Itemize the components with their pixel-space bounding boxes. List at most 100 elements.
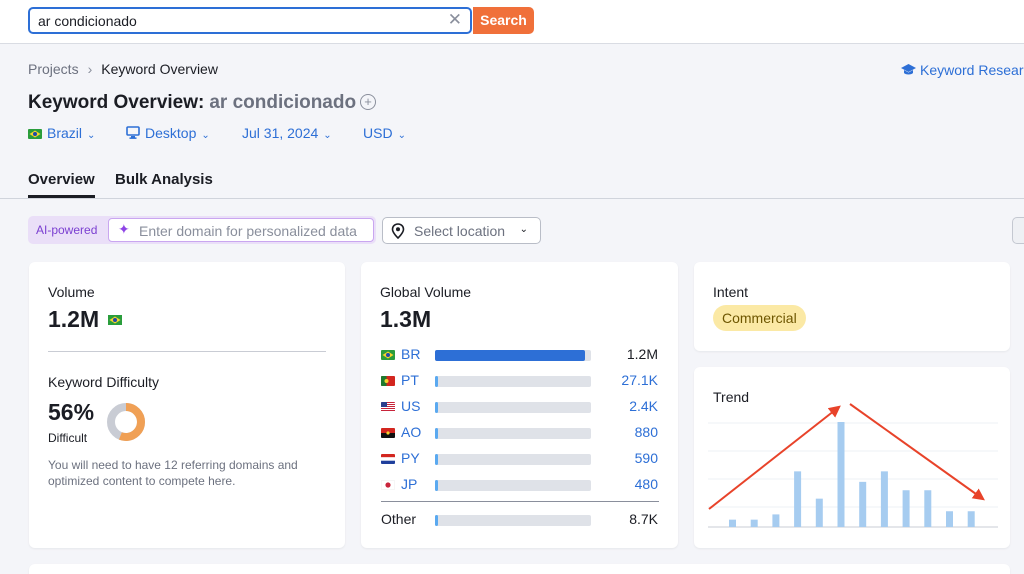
trend-bar xyxy=(750,519,758,527)
country-code: PT xyxy=(401,372,419,388)
country-volume-row[interactable]: BR 1.2M xyxy=(381,346,661,364)
device-dropdown[interactable]: Desktop ⌄ xyxy=(126,125,210,141)
currency-dropdown[interactable]: USD ⌄ xyxy=(363,125,406,141)
country-dropdown[interactable]: Brazil ⌄ xyxy=(28,125,95,141)
brazil-flag-icon xyxy=(107,315,122,325)
volume-bar-track xyxy=(435,428,591,439)
page-keyword: ar condicionado xyxy=(209,92,357,113)
trend-bar xyxy=(772,514,780,527)
chevron-down-icon: ⌄ xyxy=(201,130,210,141)
device-label: Desktop xyxy=(145,125,197,141)
location-select[interactable]: Select location ⌄ xyxy=(382,217,541,244)
ao-flag-icon xyxy=(381,428,395,438)
br-flag-icon xyxy=(381,350,395,360)
trend-label: Trend xyxy=(713,389,750,405)
trend-bar xyxy=(967,511,975,527)
brazil-flag-icon xyxy=(28,129,42,139)
volume-bar-track xyxy=(435,350,591,361)
graduation-cap-icon xyxy=(901,64,916,75)
add-icon[interactable]: + xyxy=(360,94,377,110)
breadcrumb-projects[interactable]: Projects xyxy=(28,61,79,77)
country-volume-row[interactable]: US 2.4K xyxy=(381,398,661,416)
other-label: Other xyxy=(381,511,417,527)
tab-bulk-analysis[interactable]: Bulk Analysis xyxy=(115,171,213,188)
next-card xyxy=(29,564,1010,574)
breadcrumb-current: Keyword Overview xyxy=(101,61,218,77)
trend-bar xyxy=(837,422,845,527)
donut-fill xyxy=(107,403,145,441)
trend-bar xyxy=(815,498,823,527)
trend-bar xyxy=(924,490,932,527)
other-volume-row: Other 8.7K xyxy=(381,511,661,529)
trend-bar xyxy=(946,511,953,527)
volume-bar xyxy=(435,402,439,413)
volume-bar-track xyxy=(435,376,591,387)
intent-label: Intent xyxy=(713,284,749,300)
date-dropdown[interactable]: Jul 31, 2024 ⌄ xyxy=(242,125,332,141)
volume-bar xyxy=(435,480,438,491)
country-volume: 590 xyxy=(634,450,658,466)
search-button[interactable]: Search xyxy=(473,7,534,34)
tab-bar: Overview Bulk Analysis xyxy=(0,167,1024,199)
trend-bar xyxy=(729,519,736,527)
global-volume-label: Global Volume xyxy=(380,284,472,300)
country-volume-row[interactable]: PY 590 xyxy=(381,450,661,468)
trend-card: Trend xyxy=(694,367,1010,548)
sparkle-icon: ✦ xyxy=(118,221,130,237)
difficulty-note: You will need to have 12 referring domai… xyxy=(48,458,298,488)
trend-bar xyxy=(880,471,888,527)
clear-icon[interactable]: ✕ xyxy=(447,10,462,29)
chevron-down-icon: ⌄ xyxy=(323,130,332,141)
search-input[interactable]: ar condicionado ✕ xyxy=(28,7,472,34)
location-pin-icon xyxy=(391,223,405,239)
volume-bar xyxy=(435,515,438,526)
country-volume: 1.2M xyxy=(626,346,658,362)
volume-bar xyxy=(435,350,585,361)
search-query: ar condicionado xyxy=(38,13,137,29)
overflow-button[interactable] xyxy=(1012,217,1024,244)
country-volume: 880 xyxy=(634,424,658,440)
volume-bar-track xyxy=(435,454,591,465)
intent-card: Intent Commercial xyxy=(694,262,1010,351)
volume-bar xyxy=(435,454,438,465)
difficulty-level: Difficult xyxy=(48,431,88,445)
keyword-research-label: Keyword Resear xyxy=(920,62,1024,78)
up-arrow xyxy=(708,405,841,510)
volume-label: Volume xyxy=(48,284,95,300)
domain-input-placeholder: Enter domain for personalized data xyxy=(139,223,357,239)
location-placeholder: Select location xyxy=(414,223,506,239)
volume-value: 1.2M xyxy=(48,306,122,333)
chevron-down-icon: ⌄ xyxy=(397,130,406,141)
keyword-difficulty-value: 56% xyxy=(48,399,95,425)
trend-chart xyxy=(708,403,998,528)
country-volume: 480 xyxy=(634,476,658,492)
page-title-text: Keyword Overview: xyxy=(28,92,205,113)
country-volume-row[interactable]: PT 27.1K xyxy=(381,372,661,390)
volume-bar xyxy=(435,428,438,439)
ai-personalization-bar: AI-powered ✦ Enter domain for personaliz… xyxy=(28,216,376,244)
country-volume: 27.1K xyxy=(621,372,658,388)
country-volume-row[interactable]: JP 480 xyxy=(381,476,661,494)
trend-bar xyxy=(859,481,867,527)
domain-input[interactable]: ✦ Enter domain for personalized data xyxy=(108,218,374,242)
volume-card: Volume 1.2M Keyword Difficulty 56% Diffi… xyxy=(29,262,345,548)
country-code: JP xyxy=(401,476,418,492)
divider xyxy=(381,501,659,502)
date-label: Jul 31, 2024 xyxy=(242,125,319,141)
country-label: Brazil xyxy=(47,125,83,141)
divider xyxy=(48,351,326,352)
chevron-right-icon: › xyxy=(87,61,93,77)
tab-overview[interactable]: Overview xyxy=(28,171,95,198)
country-code: AO xyxy=(401,424,422,440)
country-code: BR xyxy=(401,346,421,362)
keyword-difficulty-label: Keyword Difficulty xyxy=(48,374,160,390)
global-volume-value: 1.3M xyxy=(380,306,432,332)
page-title: Keyword Overview: ar condicionado + xyxy=(28,92,377,114)
pt-flag-icon xyxy=(381,376,395,386)
country-volume-row[interactable]: AO 880 xyxy=(381,424,661,442)
volume-bar xyxy=(435,376,439,387)
keyword-research-link[interactable]: Keyword Resear xyxy=(901,62,1024,78)
us-flag-icon xyxy=(381,402,395,412)
breadcrumb: Projects › Keyword Overview xyxy=(28,61,218,77)
country-code: PY xyxy=(401,450,420,466)
